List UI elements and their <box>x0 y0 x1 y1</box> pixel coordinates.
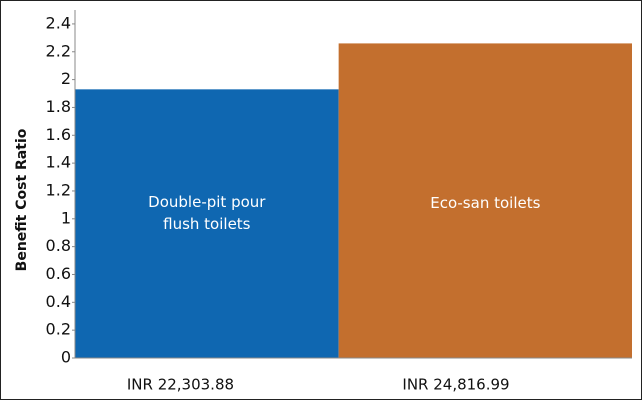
bar <box>75 89 339 359</box>
y-tick-label: 0.8 <box>46 236 71 255</box>
y-tick-label: 2.4 <box>46 13 71 32</box>
y-tick-label: 1 <box>61 208 71 227</box>
bar-label: Eco-san toilets <box>430 194 540 212</box>
y-tick-label: 2.2 <box>46 41 71 60</box>
y-tick-label: 0.6 <box>46 264 71 283</box>
y-tick-label: 1.6 <box>46 125 71 144</box>
y-tick-label: 2 <box>61 69 71 88</box>
y-tick-label: 0 <box>61 348 71 367</box>
bar-label: Double-pit pour flush toilets <box>148 193 266 233</box>
x-tick-label: INR 22,303.88 <box>127 376 234 394</box>
bar <box>338 43 632 359</box>
y-tick-label: 1.4 <box>46 153 71 172</box>
y-tick-label: 0.4 <box>46 292 71 311</box>
y-axis-label: Benefit Cost Ratio <box>14 128 30 271</box>
y-tick-label: 0.2 <box>46 320 71 339</box>
x-tick-label: INR 24,816.99 <box>402 376 509 394</box>
y-tick-label: 1.8 <box>46 97 71 116</box>
y-tick-label: 1.2 <box>46 180 71 199</box>
